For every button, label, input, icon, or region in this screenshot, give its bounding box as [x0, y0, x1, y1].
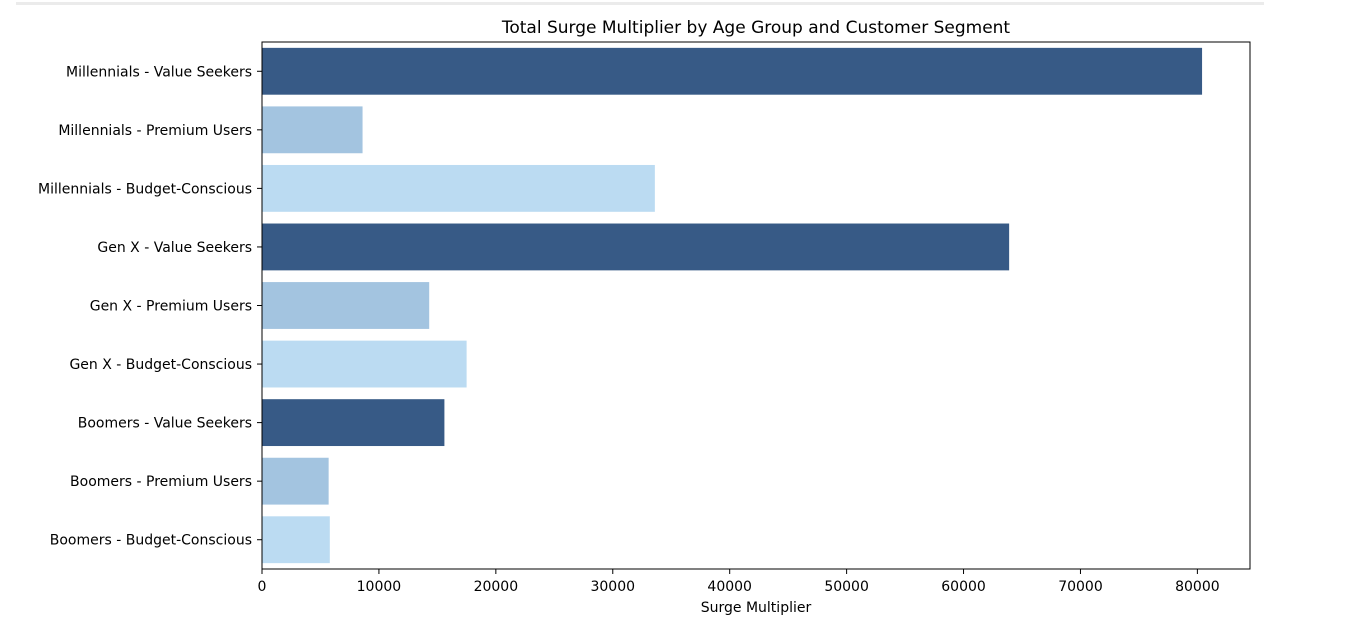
- x-axis-ticks: 0 10000 20000 30000 40000 50000 60000 70000 8000…: [258, 569, 1220, 595]
- y-tick-label: Boomers - Value Seekers: [78, 416, 252, 432]
- x-tick-label: 20000: [474, 579, 519, 595]
- top-divider: [16, 2, 1264, 5]
- bar: [262, 340, 467, 388]
- bar: [262, 516, 330, 564]
- bar: [262, 47, 1203, 95]
- y-tick-label: Gen X - Value Seekers: [97, 240, 252, 256]
- bar: [262, 106, 363, 154]
- y-tick-label: Gen X - Premium Users: [90, 299, 252, 315]
- y-axis-ticks: Millennials - Value Seekers Millennials -…: [38, 64, 262, 549]
- bar: [262, 399, 445, 447]
- y-tick-label: Gen X - Budget-Conscious: [69, 357, 252, 373]
- x-tick-label: 60000: [941, 579, 986, 595]
- y-tick-label: Boomers - Premium Users: [70, 474, 252, 490]
- y-tick-label: Boomers - Budget-Conscious: [50, 533, 252, 549]
- x-tick-label: 50000: [824, 579, 869, 595]
- x-axis-label: Surge Multiplier: [701, 600, 812, 616]
- bar: [262, 282, 430, 329]
- x-tick-label: 80000: [1175, 579, 1220, 595]
- bar: [262, 223, 1010, 271]
- bars-group: [262, 47, 1203, 564]
- x-tick-label: 40000: [707, 579, 752, 595]
- plot-frame: [261, 41, 1251, 570]
- x-tick-label: 0: [258, 579, 267, 595]
- x-tick-label: 10000: [357, 579, 402, 595]
- x-tick-label: 30000: [590, 579, 635, 595]
- bar: [262, 457, 329, 505]
- y-tick-label: Millennials - Premium Users: [58, 123, 252, 139]
- y-tick-label: Millennials - Value Seekers: [66, 64, 252, 80]
- x-tick-label: 70000: [1058, 579, 1103, 595]
- y-tick-label: Millennials - Budget-Conscious: [38, 181, 252, 197]
- bar: [262, 164, 655, 212]
- chart-title: Total Surge Multiplier by Age Group and …: [501, 18, 1011, 38]
